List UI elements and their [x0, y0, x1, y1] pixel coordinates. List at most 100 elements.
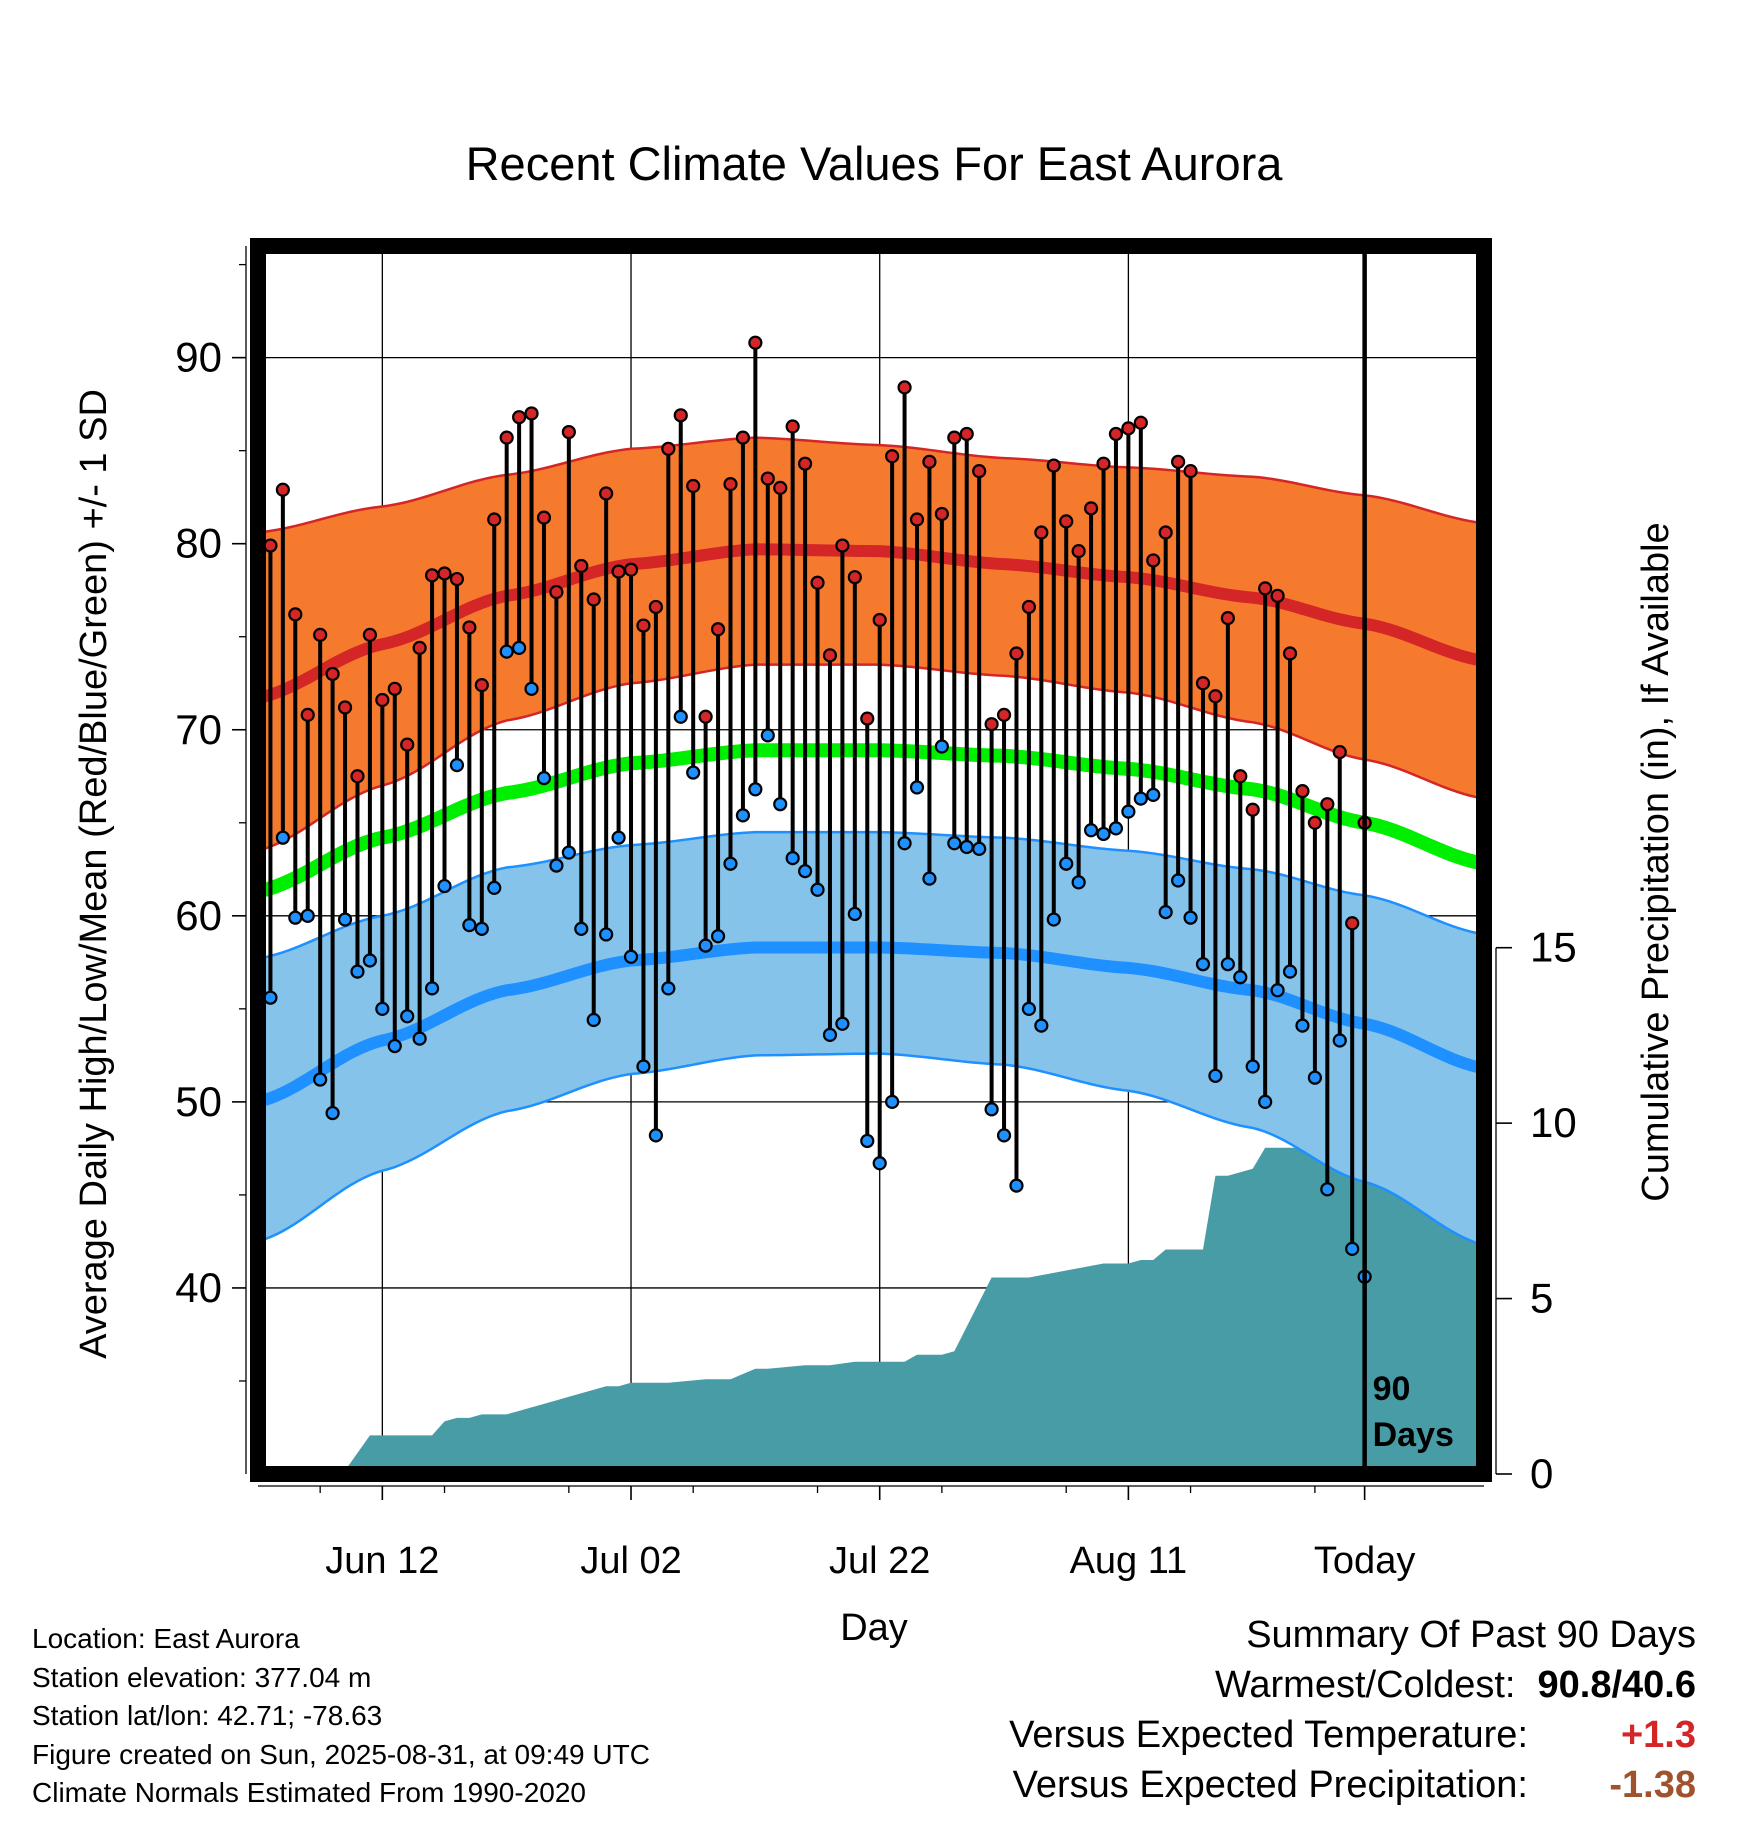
daily-high-point: [449, 571, 465, 587]
daily-low-point: [437, 878, 452, 894]
daily-low-point: [748, 782, 763, 797]
daily-low-point: [1108, 821, 1124, 836]
daily-high-point: [263, 538, 278, 553]
daily-high-point: [549, 584, 564, 600]
plot-border: [250, 238, 1492, 1482]
daily-low-point: [412, 1031, 427, 1046]
daily-low-point: [1046, 912, 1061, 927]
daily-high-point: [611, 564, 626, 579]
daily-low-point: [561, 845, 576, 860]
warm-cold-label: Warmest/Coldest:: [1214, 1664, 1516, 1706]
daily-low-point: [1121, 804, 1136, 819]
daily-low-point: [524, 681, 539, 696]
daily-low-point: [375, 1001, 390, 1016]
daily-high-point: [860, 711, 875, 726]
daily-low-point: [847, 906, 862, 922]
daily-low-point: [909, 780, 925, 795]
daily-high-point: [1133, 415, 1148, 430]
daily-high-point: [1270, 588, 1285, 603]
daily-low-point: [636, 1059, 651, 1074]
daily-low-point: [1034, 1018, 1049, 1033]
daily-low-point: [1220, 957, 1235, 972]
daily-low-point: [872, 1156, 887, 1171]
daily-high-point: [984, 717, 999, 732]
daily-high-point: [648, 599, 663, 615]
daily-low-point: [350, 964, 365, 979]
daily-high-point: [412, 640, 427, 655]
daily-high-point: [636, 618, 651, 633]
daily-low-point: [1096, 826, 1111, 842]
daily-low-point: [462, 918, 477, 933]
daily-low-point: [1009, 1178, 1024, 1193]
daily-low-point: [1295, 1018, 1310, 1033]
precip-layer: [258, 1137, 1484, 1474]
right-tick-label: 10: [1530, 1099, 1577, 1146]
daily-high-point: [1046, 458, 1061, 473]
location-text: Location: East Aurora: [32, 1623, 300, 1654]
daily-low-point: [337, 912, 353, 927]
daily-low-point: [1021, 1001, 1037, 1016]
daily-high-point: [1345, 916, 1360, 931]
daily-high-point: [1083, 501, 1099, 516]
daily-low-point: [686, 765, 701, 780]
daily-high-point: [1034, 525, 1049, 540]
daily-high-point: [1320, 797, 1335, 812]
daily-high-point: [1233, 769, 1248, 784]
daily-high-point: [909, 512, 925, 527]
daily-low-point: [1171, 873, 1186, 888]
daily-low-point: [710, 929, 726, 944]
daily-high-point: [362, 627, 378, 642]
daily-low-point: [1233, 970, 1248, 985]
daily-high-point: [847, 570, 862, 585]
daily-low-point: [1345, 1241, 1360, 1256]
daily-high-point: [1146, 553, 1161, 568]
daily-low-point: [300, 908, 315, 923]
daily-high-point: [810, 575, 825, 590]
latlon-text: Station lat/lon: 42.71; -78.63: [32, 1700, 383, 1731]
left-tick-label: 40: [175, 1264, 222, 1311]
x-axis-label: Day: [840, 1607, 908, 1649]
daily-high-point: [1282, 646, 1298, 661]
daily-high-point: [822, 648, 838, 663]
daily-low-point: [1270, 983, 1285, 998]
daily-high-point: [1307, 815, 1322, 830]
daily-low-point: [661, 981, 676, 996]
daily-high-point: [300, 707, 315, 722]
daily-low-point: [536, 771, 552, 786]
daily-low-point: [1158, 904, 1173, 920]
left-tick-label: 70: [175, 706, 222, 753]
vs-precip-label: Versus Expected Precipitation:: [1012, 1764, 1528, 1806]
daily-high-point: [512, 410, 527, 425]
daily-high-point: [698, 709, 713, 724]
daily-high-point: [424, 568, 440, 583]
bottom-tick-label: Aug 11: [1070, 1540, 1188, 1582]
daily-high-point: [686, 478, 701, 494]
daily-high-point: [661, 441, 676, 456]
daily-high-point: [885, 449, 900, 464]
daily-low-point: [1320, 1182, 1335, 1197]
daily-low-point: [1071, 875, 1086, 890]
today-label-days-word: Days: [1373, 1416, 1454, 1454]
today-label-days-count: 90: [1373, 1370, 1411, 1408]
daily-high-point: [1096, 456, 1111, 471]
daily-observations: [250, 335, 1372, 1284]
daily-high-point: [735, 430, 751, 445]
daily-low-point: [835, 1016, 850, 1031]
bottom-tick-label: Jul 22: [829, 1540, 930, 1582]
daily-high-point: [773, 480, 788, 495]
daily-low-point: [698, 938, 713, 953]
daily-low-point: [1059, 856, 1074, 871]
station-info: Location: East Aurora Station elevation:…: [32, 1620, 650, 1813]
left-tick-label: 80: [175, 520, 222, 567]
daily-low-point: [760, 728, 775, 743]
daily-low-point: [797, 864, 813, 879]
daily-low-point: [822, 1027, 838, 1042]
left-tick-label: 60: [175, 892, 222, 939]
bottom-tick-label: Jun 12: [325, 1540, 439, 1582]
daily-low-point: [313, 1072, 328, 1087]
summary-title: Summary Of Past 90 Days: [1246, 1614, 1696, 1656]
daily-high-point: [1183, 464, 1198, 479]
daily-high-point: [275, 482, 290, 497]
daily-low-point: [735, 808, 751, 823]
daily-high-point: [797, 456, 813, 471]
